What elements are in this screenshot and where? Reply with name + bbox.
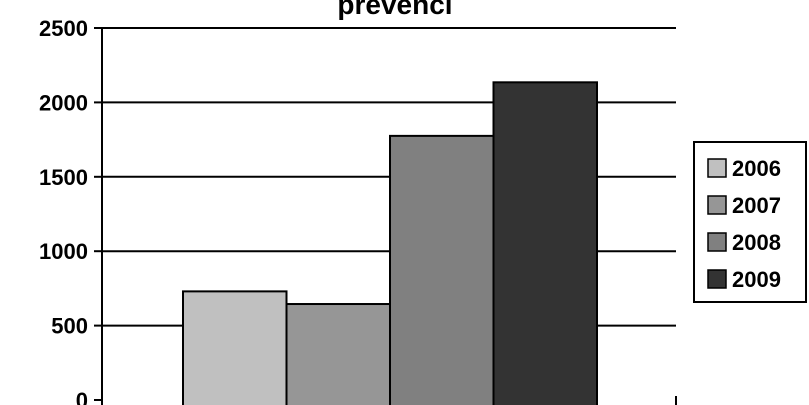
y-tick-label: 1500 (39, 165, 88, 190)
bars (182, 81, 598, 405)
legend-label-2008: 2008 (732, 230, 781, 255)
legend-swatch-2009 (707, 269, 727, 289)
legend: 2006 2007 2008 2009 (693, 141, 807, 303)
legend-items: 2006 2007 2008 2009 (707, 156, 781, 292)
legend-swatch-2007 (707, 195, 727, 215)
y-axis-ticks: 0 500 1000 1500 2000 2500 (39, 16, 102, 405)
chart-title: prevenci (337, 0, 452, 20)
bar-2006 (182, 290, 288, 405)
y-tick-label: 2500 (39, 16, 88, 41)
legend-label-2007: 2007 (732, 193, 781, 218)
y-tick-label: 500 (51, 314, 88, 339)
y-tick-label: 2000 (39, 90, 88, 115)
bar-2007 (285, 303, 391, 405)
y-tick-label: 0 (76, 388, 88, 405)
bar-2008 (389, 134, 495, 405)
bar-2009 (492, 81, 598, 405)
legend-swatch-2006 (707, 158, 727, 178)
legend-label-2009: 2009 (732, 267, 781, 292)
legend-label-2006: 2006 (732, 156, 781, 181)
legend-swatch-2008 (707, 232, 727, 252)
y-tick-label: 1000 (39, 239, 88, 264)
